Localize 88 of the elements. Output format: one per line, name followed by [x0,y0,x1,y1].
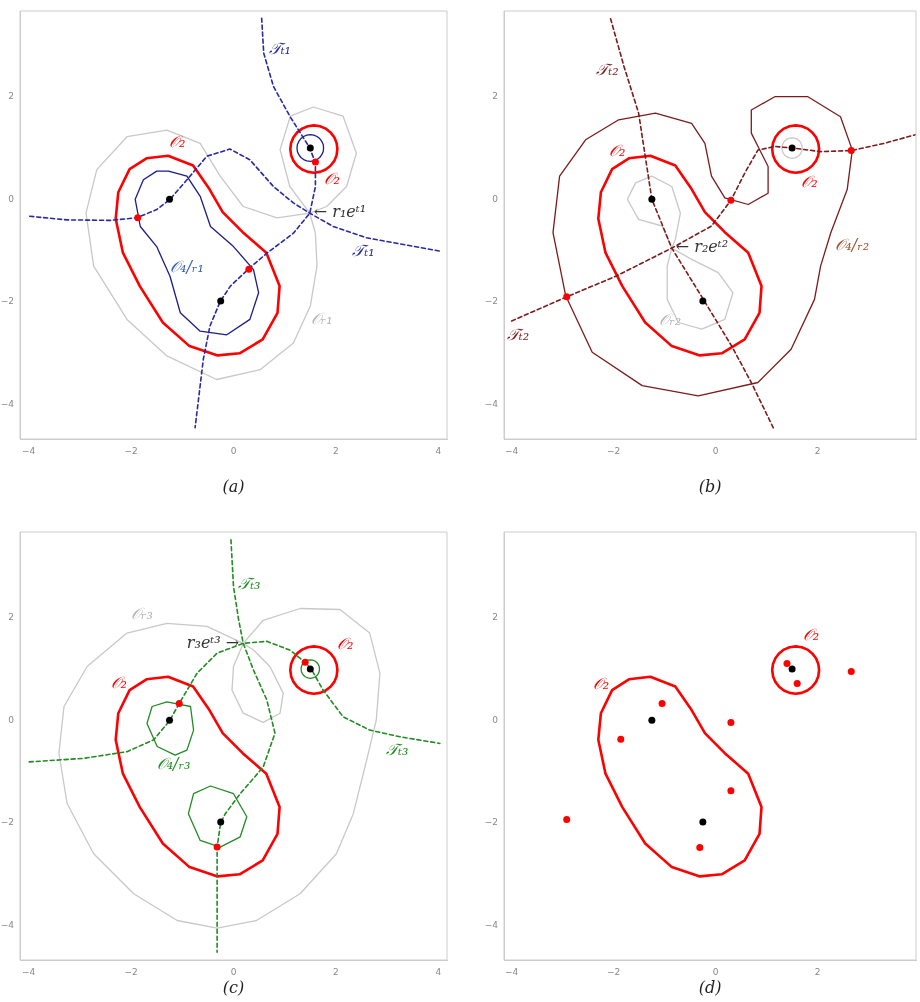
x-axis-title: (d) [698,977,722,997]
point [311,158,319,166]
annotation: 𝒪₂ [802,625,820,645]
x-axis-title: (a) [222,476,245,496]
annotation: 𝒪₂ [608,140,626,160]
point [648,195,656,203]
point [788,665,796,673]
point [696,844,704,852]
point [727,196,735,204]
point [699,297,707,305]
x-axis-title: (b) [698,476,722,496]
annotation: 𝒪₂ [168,132,186,152]
x-tick-label: 0 [712,445,719,456]
y-tick-label: 2 [8,612,14,623]
x-tick-label: 2 [333,445,339,456]
point [847,668,855,676]
x-tick-label: 0 [230,445,237,456]
x-tick-label: 2 [814,966,821,977]
annotation: 𝒪₂ [336,634,354,654]
annotation: 𝒯ₜ₁ [268,39,292,59]
point [175,699,183,707]
x-tick-label: −2 [606,445,621,456]
annotation: 𝒯ₜ₁ [352,240,375,260]
annotation: r₃eᵗ³ → [186,632,240,652]
point [648,716,656,724]
annotation: ← r₁eᵗ¹ [313,202,367,222]
x-axis-title: (c) [222,977,245,997]
point [213,843,221,851]
y-tick-label: −2 [0,817,14,828]
point [245,265,253,273]
y-tick-label: −4 [484,919,499,930]
point [166,716,173,724]
annotation: 𝒪₂ [592,674,610,694]
y-tick-label: −2 [484,296,498,307]
y-tick-label: 2 [8,91,14,102]
annotation: 𝒪₄/ᵣ₁ [170,257,204,277]
y-tick-label: −4 [484,398,499,409]
point [217,818,225,826]
annotation: 𝒪ᵣ₁ [310,308,333,328]
annotation: 𝒪₄/ᵣ₃ [156,754,191,774]
point [783,659,791,667]
x-tick-label: −2 [124,966,138,977]
annotation: 𝒯ₜ₃ [238,574,261,594]
annotation: 𝒪₂ [110,672,128,692]
point [658,699,666,707]
point [617,735,625,743]
annotation: 𝒪₂ [801,172,818,192]
point [563,815,571,823]
point [166,195,173,203]
x-tick-label: −4 [505,445,519,456]
point [699,818,707,826]
point [563,293,571,301]
x-tick-label: 2 [333,966,339,977]
x-tick-label: −2 [124,445,138,456]
x-tick-label: 2 [814,445,821,456]
y-tick-label: −2 [0,296,14,307]
x-tick-label: −4 [22,445,36,456]
y-tick-label: 0 [8,714,15,725]
annotation: 𝒪ᵣ₃ [130,603,153,623]
y-tick-label: 2 [492,612,498,623]
point [301,658,309,666]
point [847,147,855,155]
annotation: 𝒪₄/ᵣ₂ [835,235,870,255]
annotation: 𝒯ₜ₂ [506,324,530,344]
annotation: ← r₂eᵗ² [675,237,729,257]
y-tick-label: 2 [492,91,498,102]
y-tick-label: −2 [484,817,498,828]
y-tick-label: −4 [0,919,15,930]
annotation: 𝒪₂ [323,169,341,188]
x-tick-label: −4 [22,966,36,977]
x-tick-label: −2 [606,966,621,977]
y-tick-label: 0 [492,714,499,725]
y-tick-label: 0 [8,193,15,204]
x-tick-label: 4 [435,966,442,977]
y-tick-label: −4 [0,398,15,409]
point [793,679,801,687]
y-tick-label: 0 [492,193,499,204]
point [727,787,735,795]
x-tick-label: 0 [230,966,237,977]
point [134,214,142,222]
annotation: 𝒯ₜ₃ [386,739,409,759]
x-tick-label: 0 [712,966,719,977]
x-tick-label: −4 [505,966,519,977]
annotation: 𝒪ᵣ₂ [659,310,682,330]
annotation: 𝒯ₜ₂ [596,59,619,79]
point [727,718,735,726]
x-tick-label: 4 [435,445,442,456]
point [217,297,225,305]
